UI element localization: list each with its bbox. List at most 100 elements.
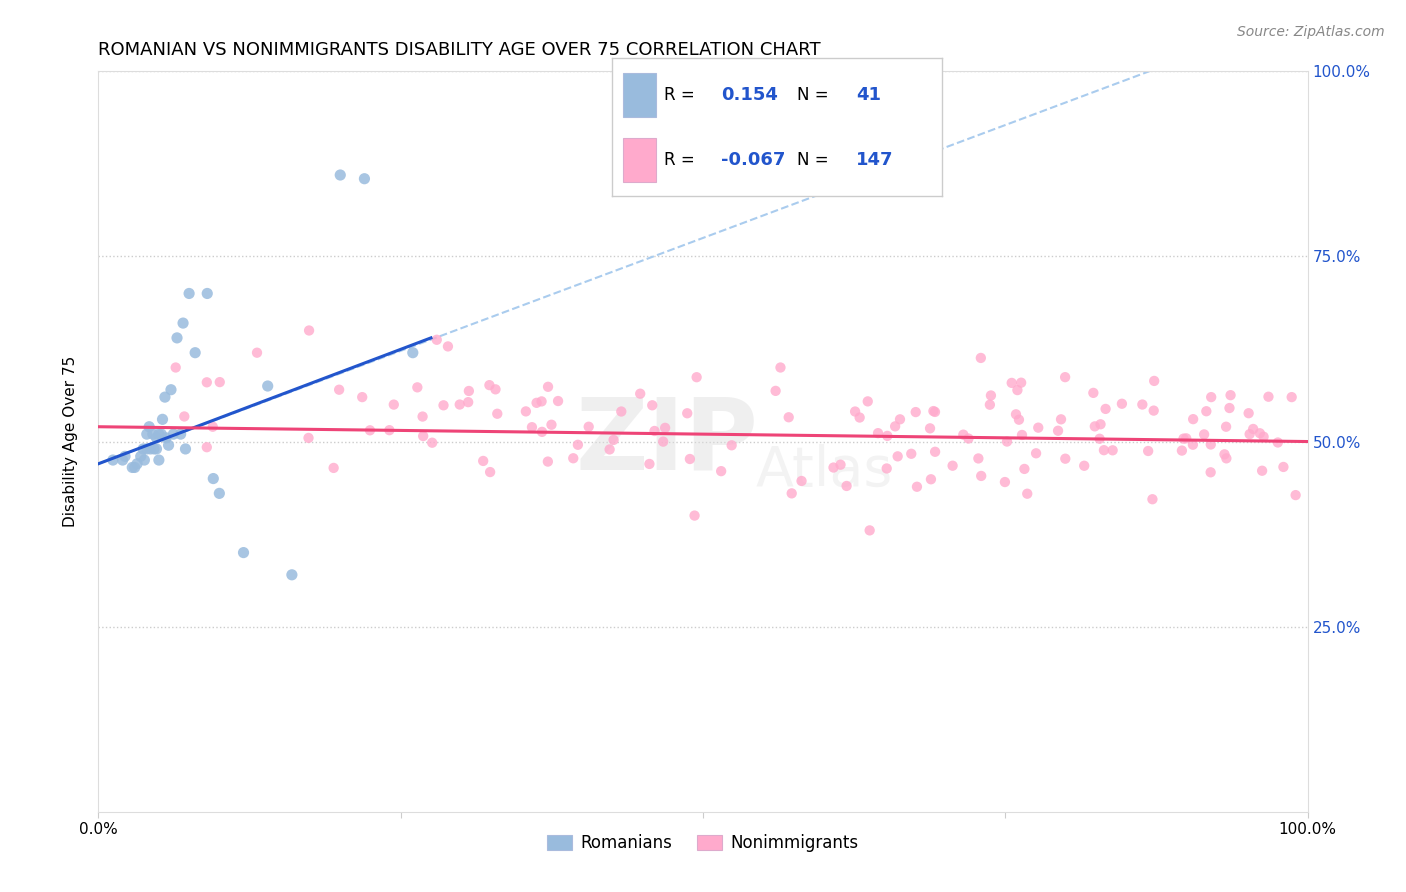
Point bbox=[449, 398, 471, 412]
Point bbox=[904, 405, 927, 419]
Point bbox=[547, 394, 569, 409]
Point bbox=[1054, 451, 1077, 466]
Point bbox=[1017, 486, 1039, 500]
Point bbox=[1218, 401, 1240, 415]
Point bbox=[152, 412, 174, 426]
Text: ROMANIAN VS NONIMMIGRANTS DISABILITY AGE OVER 75 CORRELATION CHART: ROMANIAN VS NONIMMIGRANTS DISABILITY AGE… bbox=[98, 41, 821, 59]
Point bbox=[1171, 443, 1194, 458]
Point bbox=[1215, 451, 1237, 466]
Point bbox=[610, 404, 633, 418]
Point bbox=[780, 486, 803, 500]
Point bbox=[1239, 427, 1261, 442]
Point bbox=[1025, 446, 1047, 460]
Point bbox=[676, 406, 699, 420]
Point bbox=[720, 438, 742, 452]
Point bbox=[169, 427, 191, 442]
Point bbox=[138, 419, 160, 434]
Point bbox=[823, 460, 845, 475]
Point bbox=[1182, 412, 1205, 426]
Point bbox=[1175, 431, 1198, 445]
Point bbox=[1199, 465, 1222, 479]
Point bbox=[967, 451, 990, 466]
Point bbox=[578, 419, 600, 434]
Point bbox=[1181, 438, 1204, 452]
Point bbox=[426, 333, 449, 347]
Point bbox=[848, 410, 870, 425]
Text: R =: R = bbox=[665, 87, 695, 104]
Point bbox=[1010, 376, 1032, 390]
Point bbox=[145, 442, 167, 456]
Point bbox=[135, 442, 157, 456]
Point bbox=[1130, 398, 1153, 412]
Point bbox=[160, 383, 183, 397]
Point bbox=[1084, 419, 1107, 434]
Point bbox=[143, 442, 166, 456]
Point bbox=[994, 475, 1017, 489]
Point bbox=[1050, 412, 1073, 426]
Point bbox=[1083, 385, 1105, 400]
Text: Source: ZipAtlas.com: Source: ZipAtlas.com bbox=[1237, 25, 1385, 39]
Point bbox=[644, 424, 666, 438]
Point bbox=[1088, 432, 1111, 446]
Point bbox=[124, 460, 146, 475]
Point bbox=[179, 286, 201, 301]
Point bbox=[924, 444, 946, 458]
Point bbox=[1007, 383, 1029, 397]
Point bbox=[830, 458, 852, 472]
Point bbox=[876, 429, 898, 443]
Point bbox=[1001, 376, 1024, 390]
Point bbox=[148, 427, 170, 442]
Point bbox=[856, 394, 879, 409]
Point bbox=[652, 434, 675, 449]
Point bbox=[208, 486, 231, 500]
Point bbox=[148, 453, 170, 467]
Point bbox=[602, 433, 624, 447]
Point bbox=[1092, 443, 1115, 458]
Point bbox=[970, 469, 993, 483]
Point bbox=[173, 409, 195, 424]
Point bbox=[153, 390, 176, 404]
Point bbox=[412, 429, 434, 443]
Point bbox=[479, 465, 502, 479]
Point bbox=[127, 457, 149, 471]
Point bbox=[1142, 492, 1164, 507]
Point bbox=[790, 474, 813, 488]
Point bbox=[628, 386, 651, 401]
Point bbox=[1101, 443, 1123, 458]
Point bbox=[1215, 419, 1237, 434]
Point bbox=[1195, 404, 1218, 418]
Point bbox=[1111, 397, 1133, 411]
Point bbox=[486, 407, 509, 421]
Point bbox=[1192, 427, 1215, 442]
Point bbox=[876, 461, 898, 475]
Point bbox=[942, 458, 965, 473]
Point bbox=[1054, 370, 1077, 384]
Point bbox=[1073, 458, 1095, 473]
Text: -0.067: -0.067 bbox=[721, 152, 785, 169]
Point bbox=[174, 442, 197, 456]
Point bbox=[184, 345, 207, 359]
Bar bbox=[623, 73, 657, 118]
Point bbox=[129, 450, 152, 464]
Text: 41: 41 bbox=[856, 87, 882, 104]
Point bbox=[638, 457, 661, 471]
Point bbox=[406, 380, 429, 394]
Point bbox=[679, 452, 702, 467]
Point bbox=[537, 380, 560, 394]
Point bbox=[1090, 417, 1112, 432]
Text: ZIP: ZIP bbox=[575, 393, 758, 490]
Point bbox=[1272, 459, 1295, 474]
Point bbox=[1237, 406, 1260, 420]
Point bbox=[432, 398, 454, 412]
Point bbox=[101, 453, 124, 467]
Point bbox=[420, 435, 443, 450]
Point bbox=[866, 426, 889, 441]
Point bbox=[1253, 430, 1275, 444]
Point bbox=[135, 427, 157, 442]
Point bbox=[685, 370, 707, 384]
Point bbox=[1047, 424, 1070, 438]
Point bbox=[641, 398, 664, 412]
Point bbox=[859, 524, 882, 538]
Point bbox=[155, 431, 177, 445]
Point bbox=[1219, 388, 1241, 402]
